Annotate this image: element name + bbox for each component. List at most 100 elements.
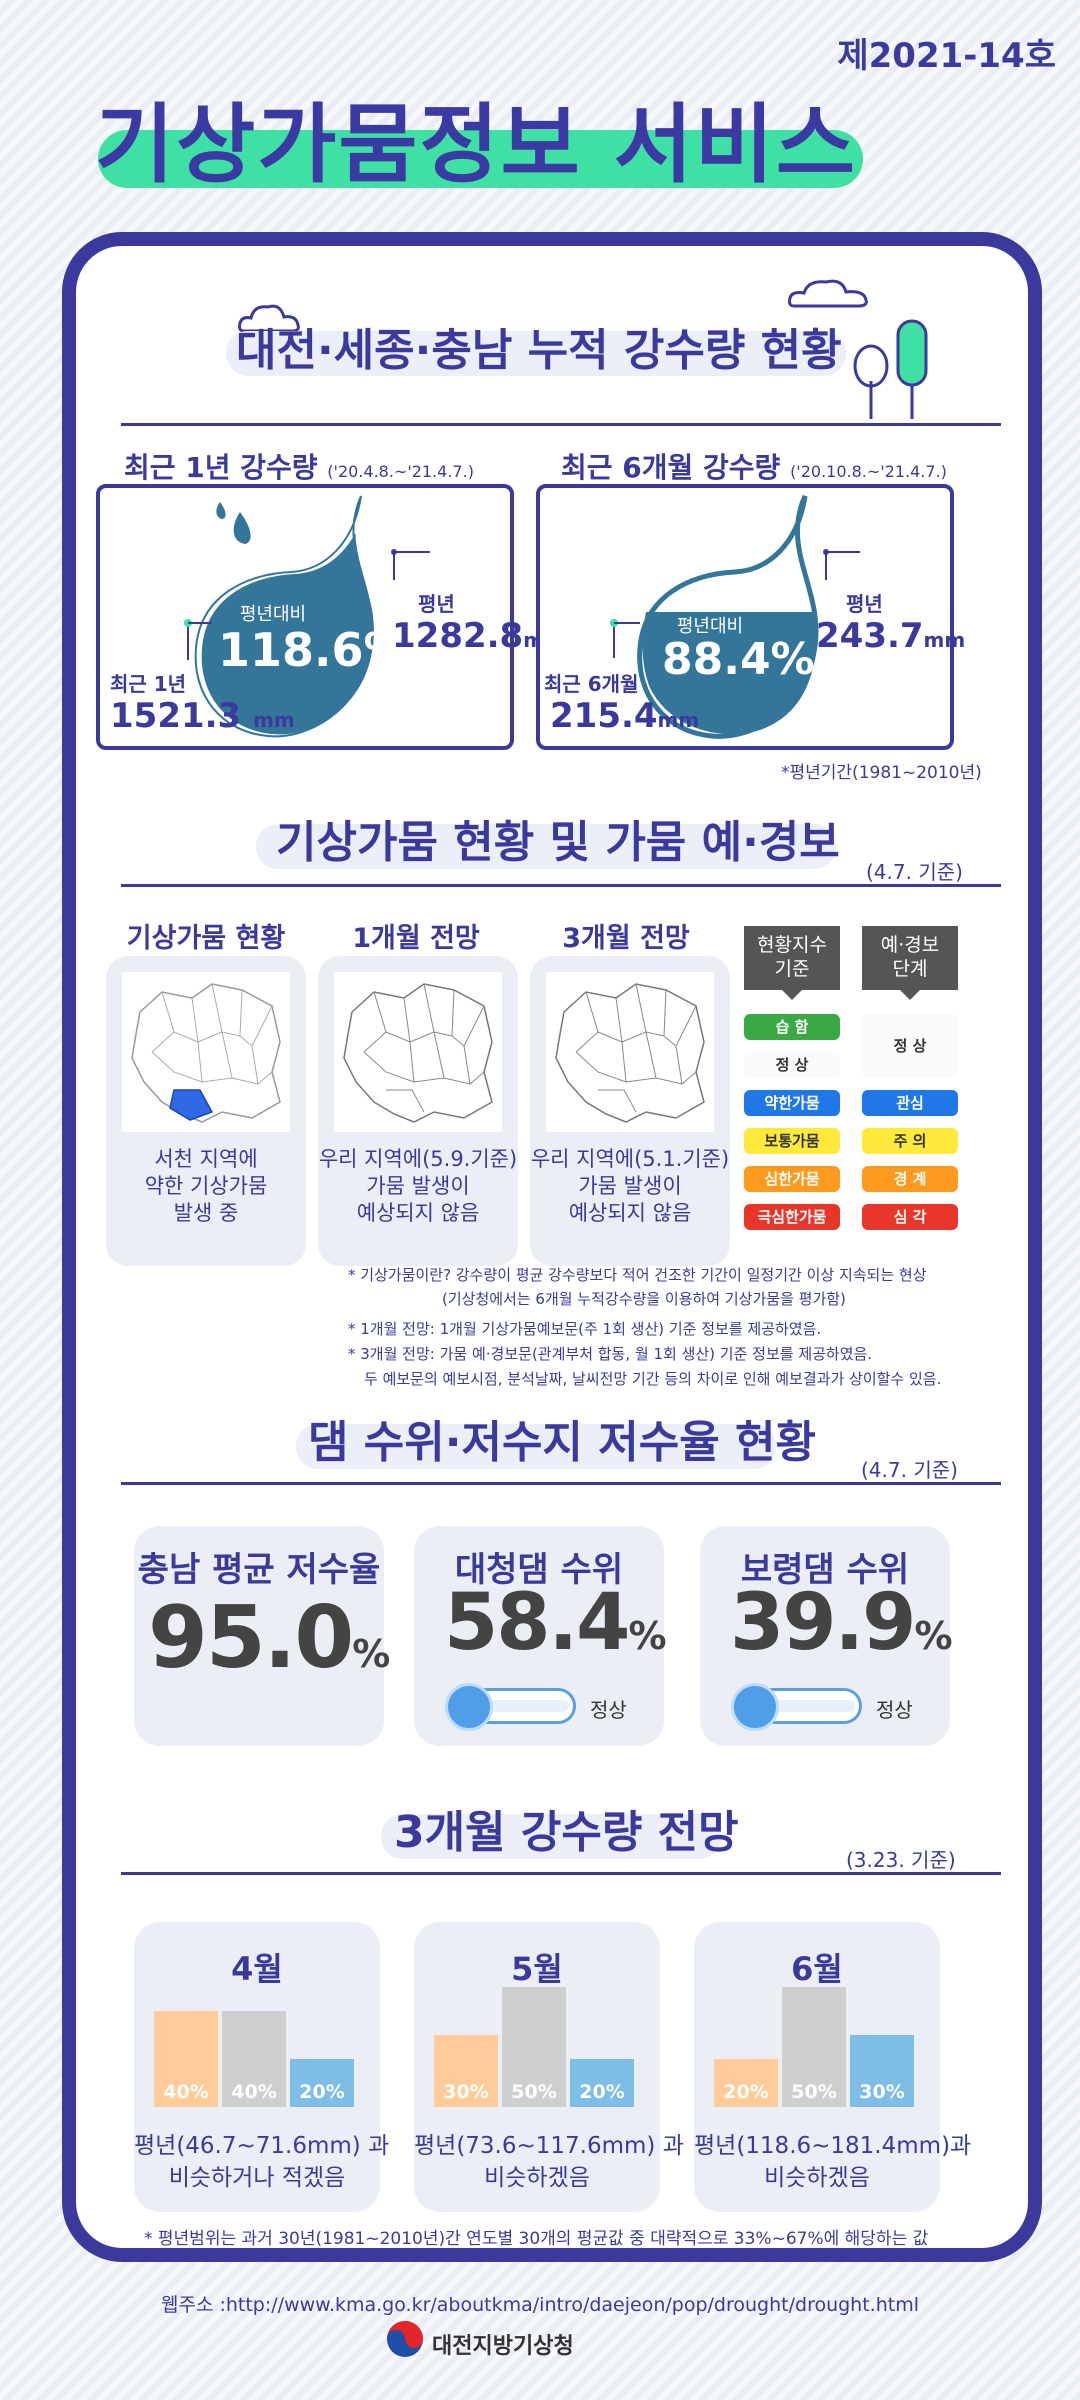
six-normal-value: 243.7mm xyxy=(816,616,966,656)
month3-heading: 3개월 전망 xyxy=(562,923,690,954)
forecast-bar-chart: 20% 50% 30% xyxy=(714,1982,920,2107)
legend-normal: 정 상 xyxy=(744,1052,840,1078)
leader-lines xyxy=(610,549,860,658)
forecast-month: 4월 xyxy=(231,1950,283,1988)
boryeong-dam-card: 보령댐 수위 39.9% 정상 xyxy=(700,1526,953,1746)
forecast-section-title: 3개월 강수량 전망 xyxy=(394,1807,739,1858)
forecast-bar-normal: 40% xyxy=(222,2011,286,2107)
daecheong-status: 정상 xyxy=(590,1698,627,1722)
drought-definition-note: * 기상가뭄이란? 강수량이 평균 강수량보다 적어 건조한 기간이 일정기간 … xyxy=(348,1266,927,1284)
kma-logo-icon xyxy=(387,2321,423,2357)
year-normal-label: 평년 xyxy=(418,592,455,616)
section-title-bg xyxy=(381,1814,721,1859)
month3-caption: 우리 지역에(5.1.기준) 가뭄 발생이 예상되지 않음 xyxy=(530,1147,730,1225)
forecast-bar-below: 40% xyxy=(154,2011,218,2107)
reservoir-title: 충남 평균 저수율 xyxy=(137,1550,381,1590)
forecast-bar-label: 20% xyxy=(723,2081,769,2103)
boryeong-title: 보령댐 수위 xyxy=(740,1550,910,1590)
forecast-diff-note: 두 예보문의 예보시점, 분석날짜, 날씨전망 기간 등의 차이로 인해 예보결… xyxy=(364,1370,942,1388)
legend-level-serious: 심 각 xyxy=(862,1204,958,1230)
forecast-bar-label: 20% xyxy=(299,2081,345,2103)
thermometer-icon xyxy=(731,1683,862,1731)
forecast-bar-below: 20% xyxy=(714,2059,778,2107)
section-title-bg xyxy=(256,824,836,869)
month1-heading: 1개월 전망 xyxy=(352,923,480,954)
legend-level-interest: 관심 xyxy=(862,1090,958,1116)
forecast-bar-label: 40% xyxy=(231,2081,277,2103)
region-map xyxy=(334,972,502,1132)
rainfall-section-title: 대전·세종·충남 누적 강수량 현황 xyxy=(236,325,842,376)
six-rainfall-label: 최근 6개월 강수량 ('20.10.8.~'21.4.7.) xyxy=(561,451,947,484)
issue-number: 제2021-14호 xyxy=(837,36,1056,76)
year-rainfall-label: 최근 1년 강수량 ('20.4.8.~'21.4.7.) xyxy=(124,451,474,484)
forecast-bar-chart: 30% 50% 20% xyxy=(434,1982,640,2107)
forecast-bar-label: 20% xyxy=(579,2081,625,2103)
leader-lines xyxy=(184,549,430,660)
divider xyxy=(121,884,1001,887)
year-rainfall-box: 평년대비 118.6% 평년 1282.8mm 최근 1년 1521.3 mm xyxy=(96,484,565,750)
thermometer-icon xyxy=(445,1683,576,1731)
agency-name: 대전지방기상청 xyxy=(432,2334,574,2359)
website-url[interactable]: 웹주소 :http://www.kma.go.kr/aboutkma/intro… xyxy=(160,2294,919,2316)
year-ratio-value: 118.6% xyxy=(218,623,410,677)
drought-date: (4.7. 기준) xyxy=(866,860,963,884)
forecast-bar-label: 30% xyxy=(443,2081,489,2103)
drought-status-heading: 기상가뭄 현황 xyxy=(126,923,286,954)
forecast-card: 4월 40% 40% 20% 평년(46.7~71.6mm) 과 비슷하거나 적겠음 xyxy=(134,1922,390,2212)
forecast-bar-above: 20% xyxy=(570,2059,634,2107)
page-title: 기상가뭄정보 서비스 xyxy=(95,95,858,195)
forecast-bar-normal: 50% xyxy=(782,1987,846,2107)
legend-weak: 약한가뭄 xyxy=(744,1090,840,1116)
content-card: 대전·세종·충남 누적 강수량 현황 최근 1년 강수량 ('20.4.8.~'… xyxy=(62,232,1042,2262)
month3-card: 우리 지역에(5.1.기준) 가뭄 발생이 예상되지 않음 xyxy=(530,956,730,1266)
region-map xyxy=(546,972,714,1132)
title-highlight xyxy=(98,130,863,188)
forecast-caption: 평년(73.6~117.6mm) 과 비슷하겠음 xyxy=(414,2133,684,2191)
water-drop-icon xyxy=(194,495,378,739)
drought-status-card: 서천 지역에 약한 기상가뭄 발생 중 xyxy=(106,956,306,1266)
forecast-card: 6월 20% 50% 30% 평년(118.6~181.4mm)과 비슷하겠음 xyxy=(694,1922,972,2212)
month1-note: * 1개월 전망: 1개월 기상가뭄예보문(주 1회 생산) 기준 정보를 제공… xyxy=(348,1320,822,1338)
water-drop-icon xyxy=(637,494,819,739)
forecast-bar-chart: 40% 40% 20% xyxy=(154,1982,360,2107)
daecheong-value: 58.4% xyxy=(444,1578,667,1668)
reservoir-value: 95.0% xyxy=(148,1588,390,1688)
cloud-icon xyxy=(238,304,300,333)
legend-wet: 습 함 xyxy=(744,1014,840,1040)
drought-status-caption: 서천 지역에 약한 기상가뭄 발생 중 xyxy=(144,1147,268,1225)
status-index-tag: 현황지수 기준 xyxy=(744,926,840,1000)
normal-range-note: * 평년범위는 과거 30년(1981~2010년)간 연도별 30개의 평균값… xyxy=(144,2229,929,2249)
forecast-bar-above: 20% xyxy=(290,2059,354,2107)
forecast-caption: 평년(46.7~71.6mm) 과 비슷하거나 적겠음 xyxy=(134,2133,390,2191)
forecast-date: (3.23. 기준) xyxy=(846,1848,956,1872)
section-title-bg xyxy=(296,1424,776,1469)
six-rainfall-box: 평년대비 88.4% 평년 243.7mm 최근 6개월 215.4mm xyxy=(536,484,965,750)
divider xyxy=(121,1872,1001,1875)
year-recent-value: 1521.3 mm xyxy=(110,696,295,736)
forecast-caption: 평년(118.6~181.4mm)과 비슷하겠음 xyxy=(694,2133,972,2191)
forecast-bar-label: 40% xyxy=(163,2081,209,2103)
month3-note: * 3개월 전망: 가뭄 예·경보문(관계부처 합동, 월 1회 생산) 기준 … xyxy=(348,1345,873,1363)
month1-card: 우리 지역에(5.9.기준) 가뭄 발생이 예상되지 않음 xyxy=(318,956,518,1266)
daecheong-title: 대청댐 수위 xyxy=(454,1550,624,1590)
six-ratio-label: 평년대비 xyxy=(676,616,744,637)
drought-section-title: 기상가뭄 현황 및 가뭄 예·경보 xyxy=(276,817,840,868)
month1-caption: 우리 지역에(5.9.기준) 가뭄 발생이 예상되지 않음 xyxy=(318,1147,518,1225)
divider xyxy=(121,423,1001,426)
dam-section-title: 댐 수위·저수지 저수율 현황 xyxy=(308,1417,816,1468)
legend-moderate: 보통가뭄 xyxy=(744,1128,840,1154)
year-normal-value: 1282.8mm xyxy=(392,616,565,656)
forecast-card: 5월 30% 50% 20% 평년(73.6~117.6mm) 과 비슷하겠음 xyxy=(414,1922,684,2212)
six-recent-label: 최근 6개월 xyxy=(544,672,639,696)
tree-icon xyxy=(853,319,928,419)
dam-date: (4.7. 기준) xyxy=(861,1458,958,1482)
legend-level-caution: 주 의 xyxy=(862,1128,958,1154)
legend-level-normal: 정 상 xyxy=(862,1014,958,1078)
six-recent-value: 215.4mm xyxy=(550,696,700,736)
forecast-bar-label: 30% xyxy=(859,2081,905,2103)
divider xyxy=(121,1482,1001,1485)
forecast-bar-below: 30% xyxy=(434,2035,498,2107)
section-title-bg xyxy=(226,331,846,376)
forecast-month: 6월 xyxy=(791,1950,843,1988)
drought-definition-detail: (기상청에서는 6개월 누적강수량을 이용하여 기상가뭄을 평가함) xyxy=(442,1290,846,1308)
